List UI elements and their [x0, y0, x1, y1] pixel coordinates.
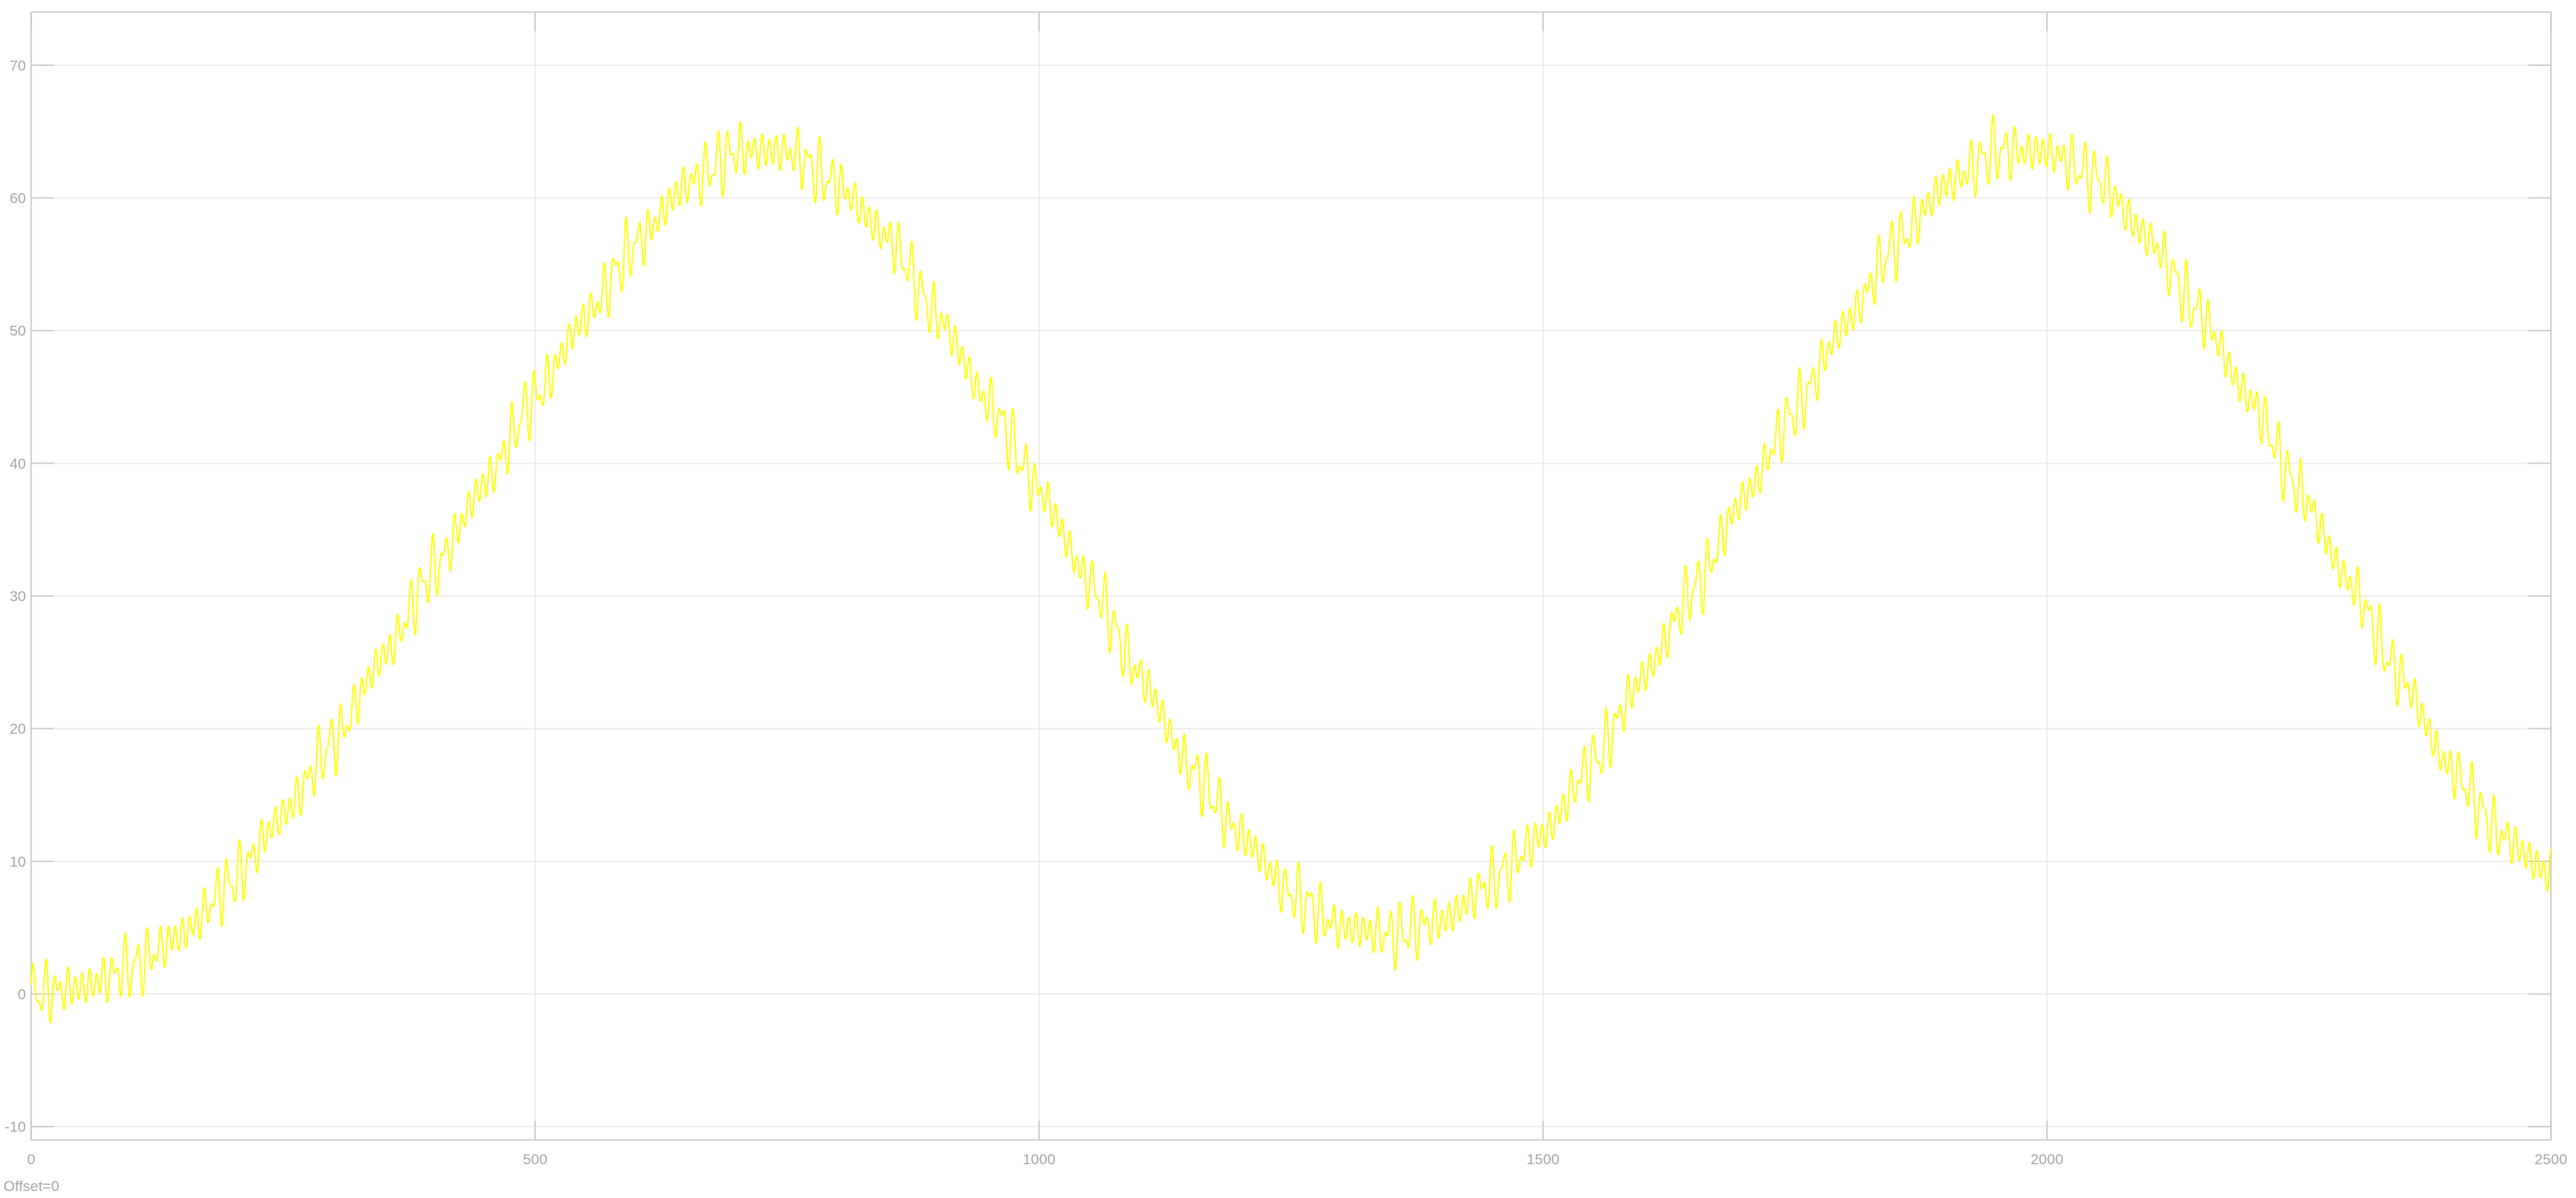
- axes-frame: [30, 11, 2552, 1141]
- y-tick-label: 70: [10, 57, 26, 74]
- y-tick-label: 20: [10, 721, 26, 737]
- y-tick-label: -10: [4, 1119, 26, 1136]
- y-tick-label: 60: [10, 190, 26, 206]
- series-layer: [30, 113, 2552, 1024]
- signal-line-0: [30, 113, 2552, 1024]
- x-tick-label: 1500: [1527, 1151, 1559, 1168]
- x-tick-label: 2500: [2534, 1151, 2567, 1168]
- y-tick-label: 10: [10, 853, 26, 870]
- y-tick-label: 0: [18, 987, 26, 1003]
- y-tick-label: 50: [10, 323, 26, 340]
- tick-marks: [30, 12, 2552, 1140]
- x-tick-labels: 0 500 1000 1500 2000 2500: [27, 1151, 2567, 1168]
- y-tick-labels: -10 0 10 20 30 40 50 60 70: [4, 57, 26, 1135]
- y-tick-label: 30: [10, 588, 26, 605]
- y-tick-label: 40: [10, 456, 26, 472]
- grid-lines: [31, 12, 2551, 1140]
- x-tick-label: 1000: [1023, 1151, 1056, 1168]
- offset-label: Offset=0: [3, 1178, 59, 1195]
- x-tick-label: 2000: [2030, 1151, 2063, 1168]
- x-tick-label: 0: [27, 1151, 35, 1168]
- x-tick-label: 500: [523, 1151, 547, 1168]
